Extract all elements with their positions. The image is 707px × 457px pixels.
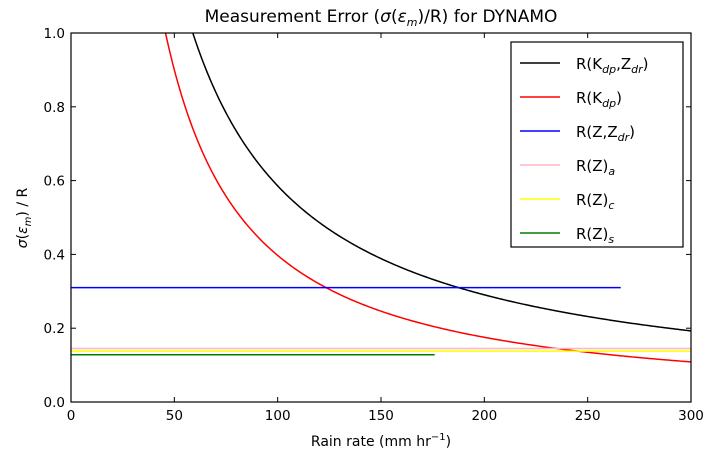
x-tick-label: 0 (67, 408, 76, 424)
legend-label-1: R(Kdp) (576, 89, 622, 110)
y-tick-label: 1.0 (44, 26, 65, 42)
x-tick-label: 300 (678, 408, 704, 424)
y-tick-label: 0.8 (44, 100, 65, 116)
legend: R(Kdp,Zdr) R(Kdp) R(Z,Zdr) R(Z)a R(Z)c R(Z)s (510, 41, 684, 248)
x-tick-label: 200 (471, 408, 497, 424)
legend-label-0: R(Kdp,Zdr) (576, 55, 649, 76)
legend-label-3: R(Z)a (576, 157, 615, 178)
series-layer (71, 33, 691, 363)
y-tick-label: 0.2 (44, 321, 65, 337)
x-tick-label: 250 (575, 408, 601, 424)
y-axis-label: σ(εm) / R (15, 187, 34, 248)
y-tick-label: 0.6 (44, 174, 65, 190)
chart-title: Measurement Error (σ(εm)/R) for DYNAMO (205, 7, 558, 29)
series-line-1 (164, 33, 691, 363)
legend-label-4: R(Z)c (576, 191, 614, 212)
x-tick-label: 50 (166, 408, 183, 424)
legend-label-2: R(Z,Zdr) (576, 123, 635, 144)
series-line-0 (192, 33, 691, 332)
x-axis: 0 50 100 150 200 250 300 (67, 33, 704, 424)
y-axis: 0.0 0.2 0.4 0.6 0.8 1.0 (44, 26, 691, 411)
x-tick-label: 100 (265, 408, 291, 424)
x-tick-label: 150 (368, 408, 394, 424)
x-axis-label: Rain rate (mm hr−1) (311, 432, 451, 450)
y-tick-label: 0.4 (44, 247, 65, 263)
y-tick-label: 0.0 (44, 395, 65, 411)
legend-label-5: R(Z)s (576, 225, 614, 246)
legend-box (510, 41, 684, 248)
